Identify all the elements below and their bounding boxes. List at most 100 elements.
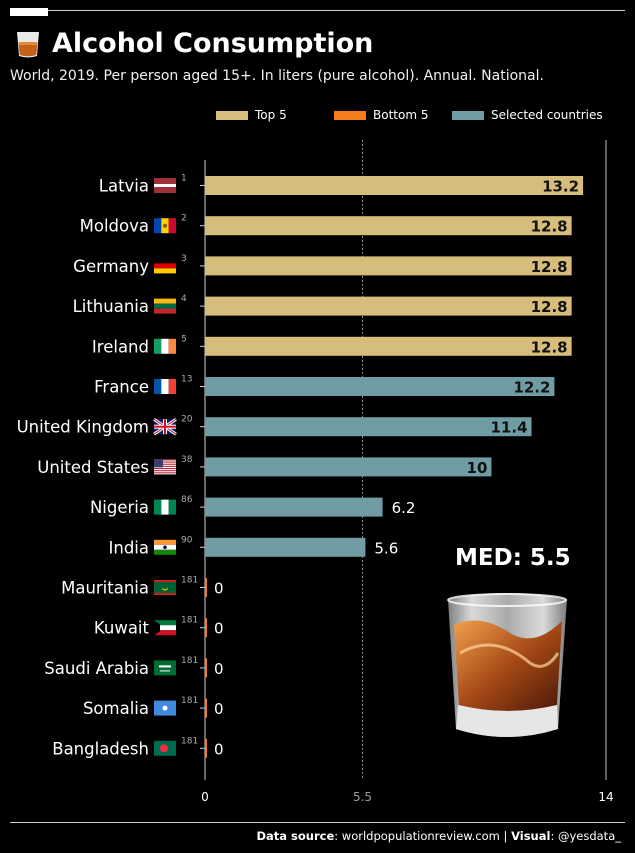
- rank-label: 181: [181, 616, 198, 626]
- country-label: Kuwait: [94, 619, 150, 638]
- country-label: Germany: [73, 257, 149, 276]
- footer-visual-label: Visual: [511, 829, 551, 843]
- bar: [205, 336, 572, 356]
- bar: [205, 417, 532, 437]
- rank-label: 38: [181, 455, 193, 465]
- data-label: 12.8: [531, 298, 568, 316]
- rank-label: 181: [181, 656, 198, 666]
- legend-item-top5: Top 5: [216, 108, 287, 122]
- country-label: Bangladesh: [52, 739, 149, 758]
- bangladesh-flag-icon: [154, 740, 176, 756]
- country-label: Moldova: [80, 217, 149, 236]
- country-label: France: [94, 378, 149, 397]
- india-flag-icon: [154, 539, 176, 555]
- legend-swatch-selected: [452, 110, 484, 120]
- title-row: Alcohol Consumption: [14, 28, 373, 59]
- x-tick-label: 5.5: [353, 790, 372, 804]
- legend-swatch-top5: [216, 110, 248, 120]
- legend-label-top5: Top 5: [255, 108, 287, 122]
- page-title: Alcohol Consumption: [52, 28, 374, 59]
- rank-label: 181: [181, 736, 198, 746]
- data-label: 0: [214, 620, 224, 638]
- saudi-arabia-flag-icon: [154, 660, 176, 676]
- bar: [205, 377, 555, 396]
- bar: [205, 698, 207, 718]
- france-flag-icon: [154, 379, 176, 394]
- footer-separator: |: [499, 829, 512, 843]
- data-label: 0: [214, 580, 224, 598]
- footer-source-value: : worldpopulationreview.com: [334, 829, 500, 843]
- page-subtitle: World, 2019. Per person aged 15+. In lit…: [10, 68, 544, 84]
- data-label: 11.4: [491, 419, 528, 437]
- bar: [205, 457, 492, 477]
- bar: [205, 296, 572, 316]
- legend-item-selected: Selected countries: [452, 108, 603, 122]
- country-label: Ireland: [92, 337, 149, 356]
- data-label: 12.8: [531, 338, 568, 356]
- data-label: 12.8: [531, 218, 568, 236]
- legend-swatch-bottom5: [334, 110, 366, 120]
- bar: [205, 256, 572, 276]
- footer-source-label: Data source: [256, 829, 335, 843]
- footer-visual-value: : @yesdata_: [550, 829, 621, 843]
- top-rule: [10, 10, 625, 11]
- somalia-flag-icon: [154, 700, 176, 716]
- bar: [205, 216, 572, 236]
- data-label: 0: [214, 740, 224, 758]
- germany-flag-icon: [154, 258, 176, 274]
- median-label: MED: 5.5: [455, 545, 571, 571]
- rank-label: 1: [181, 174, 187, 184]
- country-label: Latvia: [99, 177, 149, 196]
- country-label: Saudi Arabia: [44, 659, 149, 678]
- rank-label: 181: [181, 696, 198, 706]
- ireland-flag-icon: [154, 338, 176, 354]
- legend-item-bottom5: Bottom 5: [334, 108, 428, 122]
- footer: Data source: worldpopulationreview.com |…: [256, 829, 621, 843]
- country-label: Lithuania: [73, 297, 149, 316]
- moldova-flag-icon: [154, 218, 176, 234]
- legend-label-bottom5: Bottom 5: [373, 108, 429, 122]
- whisky-glass-icon: [17, 31, 39, 57]
- x-tick-label: 14: [598, 790, 613, 804]
- data-label: 12.2: [513, 379, 550, 397]
- usa-flag-icon: [154, 459, 176, 475]
- rank-label: 5: [181, 334, 187, 344]
- rank-label: 90: [181, 535, 193, 545]
- bar: [205, 578, 207, 597]
- country-label: United Kingdom: [17, 418, 149, 437]
- data-label: 5.6: [374, 539, 398, 557]
- bar: [205, 658, 207, 678]
- x-tick-label: 0: [201, 790, 209, 804]
- data-label: 12.8: [531, 258, 568, 276]
- bar: [205, 618, 207, 638]
- bar: [205, 497, 383, 517]
- country-label: United States: [37, 458, 149, 477]
- legend: Top 5 Bottom 5 Selected countries: [0, 108, 635, 128]
- bar: [205, 176, 584, 195]
- data-label: 0: [214, 700, 224, 718]
- top-accent-tab: [10, 8, 48, 16]
- data-label: 13.2: [542, 178, 579, 196]
- bar: [205, 738, 207, 758]
- rank-label: 20: [181, 415, 193, 425]
- legend-label-selected: Selected countries: [491, 108, 603, 122]
- kuwait-flag-icon: [154, 620, 176, 636]
- footer-rule: [10, 822, 625, 823]
- rank-label: 2: [181, 214, 187, 224]
- rank-label: 181: [181, 576, 198, 586]
- rank-label: 4: [181, 294, 187, 304]
- bar: [205, 537, 366, 557]
- nigeria-flag-icon: [154, 499, 176, 515]
- country-label: India: [109, 538, 150, 557]
- data-label: 0: [214, 660, 224, 678]
- country-label: Nigeria: [90, 498, 149, 517]
- latvia-flag-icon: [154, 178, 176, 193]
- rank-label: 13: [181, 375, 192, 385]
- country-label: Somalia: [83, 699, 149, 718]
- whisky-glass-illustration: [447, 593, 567, 737]
- rank-label: 3: [181, 254, 187, 264]
- rank-label: 86: [181, 495, 193, 505]
- data-label: 6.2: [392, 499, 416, 517]
- mauritania-flag-icon: [154, 580, 176, 595]
